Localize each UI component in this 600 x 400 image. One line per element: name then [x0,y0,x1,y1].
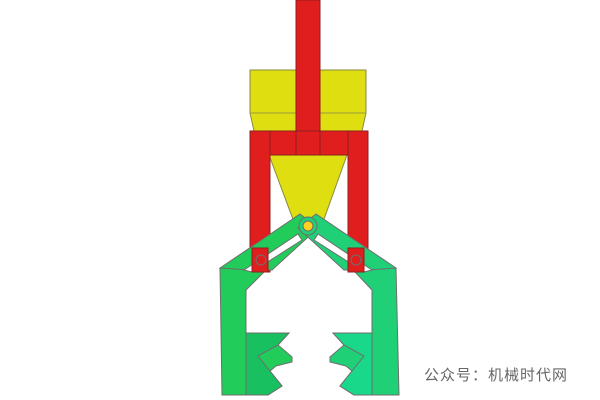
right-gripper-jaw [329,255,400,396]
left-jaw-inner-face [245,332,291,396]
right-jaw-inner-face [331,332,373,396]
left-link-arm [218,213,319,271]
watermark-text: 公众号：机械时代网 [424,366,569,384]
left-side-pin [255,254,267,266]
central-pivot [302,220,314,232]
guide-cone [268,154,348,223]
push-rod [295,0,321,151]
right-side-pin [350,254,362,266]
right-link-arm [297,213,398,271]
